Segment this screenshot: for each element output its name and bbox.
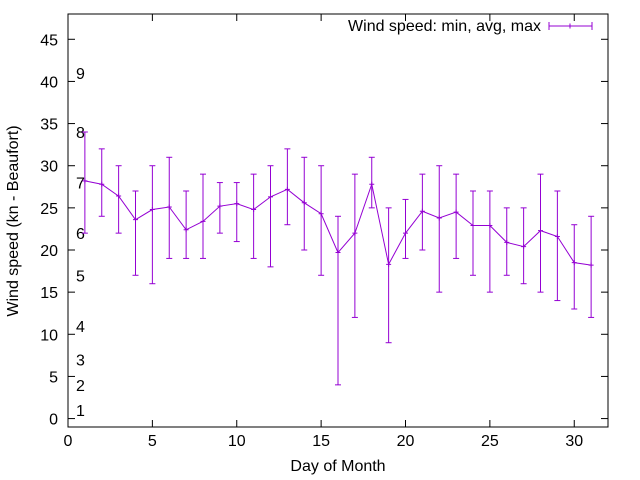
plot-frame	[67, 13, 609, 428]
y-tick-label: 30	[40, 159, 58, 176]
avg-point	[335, 250, 341, 256]
y-tick-label: 10	[40, 327, 58, 344]
x-tick-label: 15	[312, 433, 330, 450]
x-axis-label: Day of Month	[290, 458, 385, 475]
avg-point	[521, 244, 527, 250]
avg-point	[183, 227, 189, 233]
beaufort-label: 9	[76, 66, 85, 83]
avg-point	[284, 186, 290, 192]
beaufort-label: 3	[76, 353, 85, 370]
y-tick-label: 20	[40, 243, 58, 260]
avg-point	[436, 215, 442, 221]
beaufort-label: 5	[76, 268, 85, 285]
avg-point	[352, 230, 358, 236]
avg-point	[470, 223, 476, 229]
avg-point	[301, 200, 307, 206]
y-tick-label: 5	[49, 369, 58, 386]
avg-point	[99, 181, 105, 187]
avg-point	[419, 208, 425, 214]
beaufort-label: 2	[76, 378, 85, 395]
avg-point	[149, 207, 155, 213]
avg-point	[200, 218, 206, 224]
avg-point	[386, 261, 392, 267]
avg-point	[487, 223, 493, 229]
avg-point	[116, 193, 122, 199]
y-tick-label: 25	[40, 201, 58, 218]
beaufort-label: 4	[76, 319, 85, 336]
avg-point	[166, 204, 172, 210]
avg-point	[554, 234, 560, 240]
avg-point	[318, 211, 324, 217]
avg-point	[217, 203, 223, 209]
beaufort-scale-labels: 1 2 3 4 5 6 7 8 9	[76, 66, 85, 420]
x-tick-label: 0	[64, 433, 73, 450]
avg-point	[453, 209, 459, 215]
y-tick-label: 35	[40, 117, 58, 134]
legend-entry-label: Wind speed: min, avg, max	[348, 18, 541, 35]
beaufort-label: 1	[76, 403, 85, 420]
avg-point	[588, 262, 594, 268]
x-tick-label: 30	[565, 433, 583, 450]
avg-point	[133, 217, 138, 223]
legend: Wind speed: min, avg, max	[348, 18, 593, 35]
y-tick-label: 45	[40, 32, 58, 49]
y-tick-label: 0	[49, 412, 58, 429]
y-tick-label: 40	[40, 74, 58, 91]
data-series	[81, 131, 595, 386]
beaufort-label: 6	[76, 226, 85, 243]
avg-point	[504, 239, 510, 245]
x-tick-label: 10	[228, 433, 246, 450]
avg-point	[268, 194, 273, 200]
avg-point	[538, 228, 543, 234]
y-tick-label: 15	[40, 285, 58, 302]
avg-point	[234, 201, 240, 207]
avg-point	[82, 178, 88, 184]
legend-point-marker	[567, 23, 573, 29]
avg-point	[571, 260, 577, 266]
beaufort-label: 8	[76, 125, 85, 142]
x-tick-label: 5	[148, 433, 157, 450]
avg-point	[369, 181, 375, 187]
x-tick-label: 20	[397, 433, 415, 450]
x-axis: 0 5 10 15 20 25 30	[64, 14, 583, 450]
beaufort-label: 7	[76, 176, 85, 193]
x-tick-label: 25	[481, 433, 499, 450]
avg-point	[403, 230, 408, 236]
avg-point	[251, 207, 257, 213]
y-axis-label: Wind speed (kn - Beaufort)	[5, 125, 22, 316]
